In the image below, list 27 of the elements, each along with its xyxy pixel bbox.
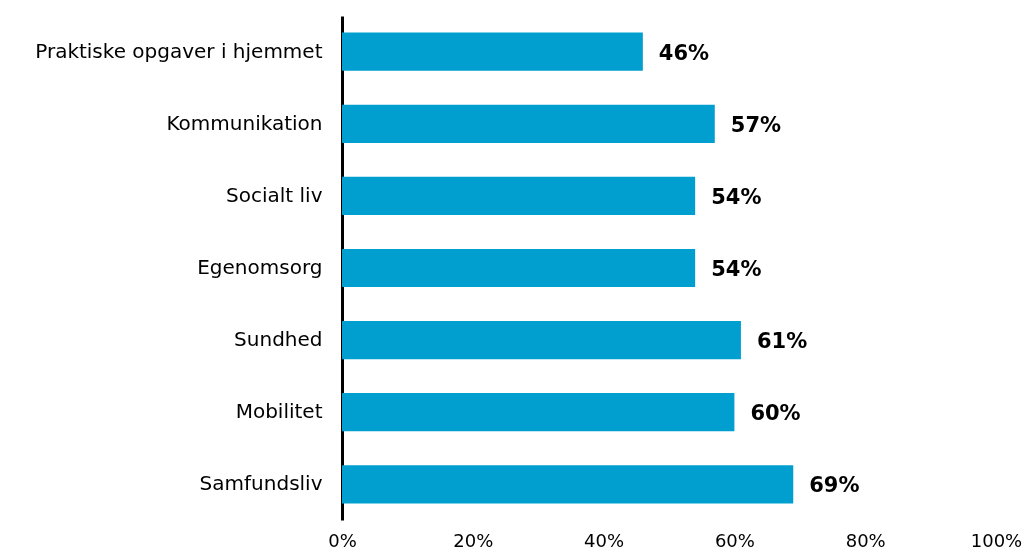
- y-tick-label: Socialt liv: [226, 182, 323, 207]
- data-label: 46%: [658, 40, 710, 65]
- bar: [342, 321, 741, 360]
- data-label: 61%: [756, 329, 808, 354]
- x-tick-label: 80%: [845, 529, 886, 550]
- bar: [342, 104, 715, 143]
- data-label: 54%: [711, 257, 762, 281]
- y-tick-label: Sundhed: [234, 327, 323, 352]
- y-tick-label: Mobilitet: [235, 399, 323, 424]
- y-tick-label: Kommunikation: [166, 110, 323, 135]
- x-tick-label: 60%: [714, 529, 755, 550]
- data-label: 60%: [750, 401, 801, 426]
- x-tick-label: 40%: [584, 529, 625, 550]
- y-tick-label: Egenomsorg: [197, 255, 323, 279]
- data-label: 57%: [730, 112, 782, 137]
- y-tick-label: Samfundsliv: [199, 471, 323, 496]
- x-tick-label: 20%: [453, 529, 494, 550]
- bar: [342, 176, 696, 215]
- x-tick-label: 0%: [328, 529, 357, 550]
- bar: [342, 248, 696, 288]
- bar: [342, 465, 794, 504]
- data-label: 69%: [809, 473, 860, 498]
- x-tick-label: 100%: [970, 529, 1023, 550]
- bar: [342, 32, 643, 71]
- data-label: 54%: [711, 184, 762, 209]
- y-tick-label: Praktiske opgaver i hjemmet: [35, 38, 323, 63]
- bar: [342, 393, 735, 432]
